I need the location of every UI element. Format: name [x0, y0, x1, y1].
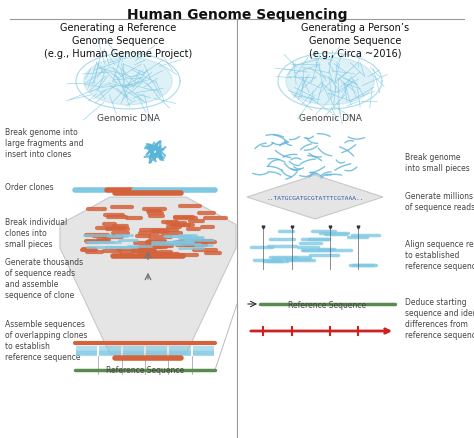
Polygon shape: [84, 58, 172, 106]
Text: Reference Sequence: Reference Sequence: [288, 300, 366, 309]
Polygon shape: [286, 58, 374, 106]
Polygon shape: [247, 176, 383, 219]
Text: Order clones: Order clones: [5, 183, 54, 191]
Text: Align sequence reads
to established
reference sequence: Align sequence reads to established refe…: [405, 240, 474, 271]
Text: Generating a Reference
Genome Sequence
(e.g., Human Genome Project): Generating a Reference Genome Sequence (…: [44, 23, 192, 59]
Text: Generate thousands
of sequence reads
and assemble
sequence of clone: Generate thousands of sequence reads and…: [5, 258, 83, 300]
Text: Break genome into
large fragments and
insert into clones: Break genome into large fragments and in…: [5, 128, 83, 159]
Text: Genomic DNA: Genomic DNA: [299, 114, 362, 123]
Text: Reference Sequence: Reference Sequence: [106, 365, 184, 374]
Text: Assemble sequences
of overlapping clones
to establish
reference sequence: Assemble sequences of overlapping clones…: [5, 319, 87, 361]
Polygon shape: [60, 198, 236, 354]
Text: Break individual
clones into
small pieces: Break individual clones into small piece…: [5, 218, 67, 249]
Text: Break genome
into small pieces: Break genome into small pieces: [405, 153, 470, 173]
Text: Generate millions
of sequence reads: Generate millions of sequence reads: [405, 191, 474, 212]
Text: Deduce starting
sequence and identify
differences from
reference sequence: Deduce starting sequence and identify di…: [405, 297, 474, 339]
Text: Human Genome Sequencing: Human Genome Sequencing: [127, 8, 347, 22]
Text: Genomic DNA: Genomic DNA: [97, 114, 159, 123]
Text: ..TATGCGATGCGTATTTCGTAAA..: ..TATGCGATGCGTATTTCGTAAA..: [266, 195, 364, 200]
Text: Generating a Person’s
Genome Sequence
(e.g., Circa ~2016): Generating a Person’s Genome Sequence (e…: [301, 23, 409, 59]
